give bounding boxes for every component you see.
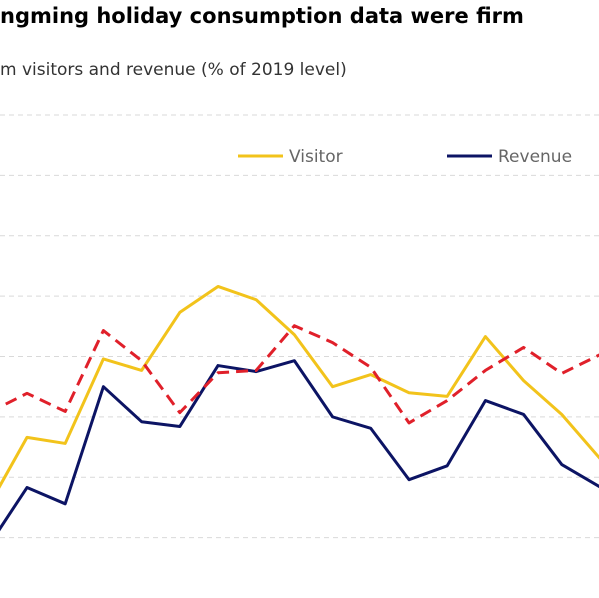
legend-label: Revenue [498,147,572,167]
chart-title: ngming holiday consumption data were fir… [0,4,524,28]
chart-subtitle: m visitors and revenue (% of 2019 level) [0,60,347,80]
series-line [0,284,599,489]
series-line [0,359,599,532]
series-line [0,324,599,425]
legend-label: Visitor [289,147,343,167]
